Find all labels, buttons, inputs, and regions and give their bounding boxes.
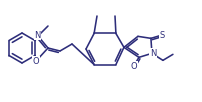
Text: N: N: [34, 30, 41, 39]
Text: O: O: [131, 62, 138, 71]
Text: S: S: [160, 31, 165, 40]
Text: N: N: [150, 49, 156, 58]
Text: O: O: [33, 57, 39, 66]
